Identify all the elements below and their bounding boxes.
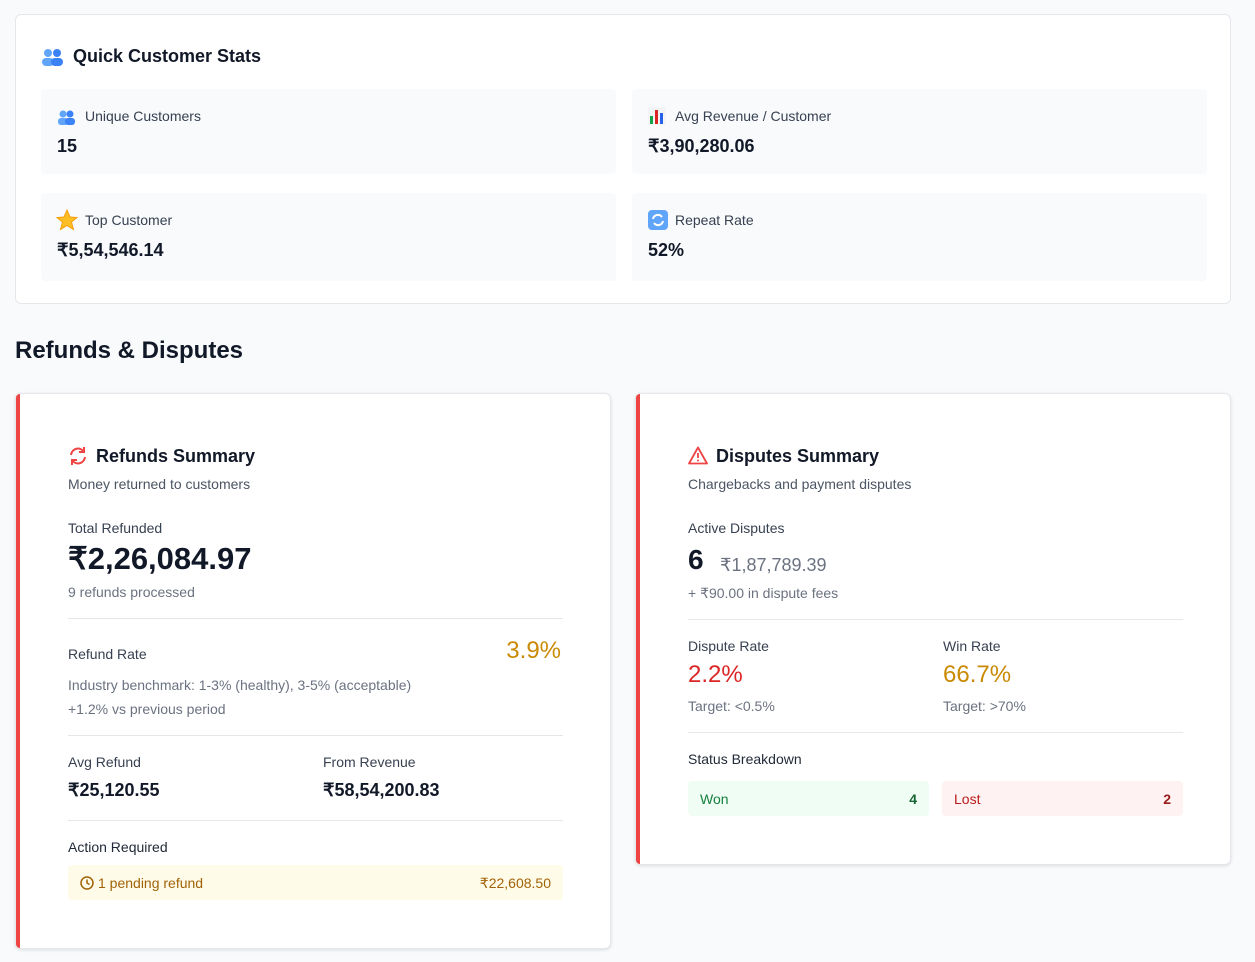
clock-icon	[80, 876, 94, 890]
status-count: 4	[909, 791, 917, 807]
metric-value: 2.2%	[688, 661, 743, 688]
stat-value: ₹5,54,546.14	[57, 240, 164, 260]
status-label: Lost	[954, 791, 981, 807]
metric-label: Refund Rate	[68, 646, 147, 662]
target-note: Target: >70%	[943, 698, 1026, 714]
metric-label: Win Rate	[943, 638, 1001, 654]
stat-tile: Repeat Rate 52%	[632, 193, 1207, 281]
card-title: Disputes Summary	[716, 446, 880, 466]
stat-tile: Top Customer ₹5,54,546.14	[41, 193, 616, 281]
metric-value: 66.7%	[943, 661, 1012, 688]
repeat-icon	[648, 210, 668, 230]
metric-label: Total Refunded	[68, 520, 163, 536]
status-won: Won 4	[688, 781, 929, 816]
stat-label: Top Customer	[85, 212, 173, 228]
metric-label: Status Breakdown	[688, 751, 802, 767]
stat-label: Avg Revenue / Customer	[675, 108, 832, 124]
accent-bar	[636, 394, 640, 864]
stats-card: Quick Customer Stats Unique Customers 15…	[15, 14, 1231, 304]
divider	[688, 732, 1183, 733]
target-note: Target: <0.5%	[688, 698, 775, 714]
divider	[68, 820, 563, 821]
status-lost: Lost 2	[942, 781, 1183, 816]
stat-value: 15	[57, 136, 78, 156]
metric-note: 9 refunds processed	[68, 584, 195, 600]
stat-tile: Avg Revenue / Customer ₹3,90,280.06	[632, 89, 1207, 174]
dispute-amount: ₹1,87,789.39	[720, 555, 827, 575]
pending-box: 1 pending refund ₹22,608.50	[68, 865, 563, 900]
people-icon	[58, 110, 75, 125]
warning-icon	[688, 446, 708, 465]
metric-label: Active Disputes	[688, 520, 785, 536]
divider	[68, 735, 563, 736]
star-icon	[56, 209, 78, 231]
card-subtitle: Money returned to customers	[68, 476, 251, 492]
stat-tile: Unique Customers 15	[41, 89, 616, 174]
change-note: +1.2% vs previous period	[68, 701, 226, 717]
pending-text: 1 pending refund	[98, 875, 204, 891]
disputes-card: Disputes Summary Chargebacks and payment…	[635, 393, 1231, 865]
metric-value: ₹25,120.55	[68, 780, 160, 800]
chart-icon	[648, 107, 666, 125]
status-label: Won	[700, 791, 729, 807]
metric-label: Avg Refund	[68, 754, 141, 770]
accent-bar	[16, 394, 20, 948]
benchmark-note: Industry benchmark: 1-3% (healthy), 3-5%…	[68, 677, 412, 693]
card-title: Refunds Summary	[96, 446, 256, 466]
metric-value: ₹58,54,200.83	[323, 780, 440, 800]
card-title: Quick Customer Stats	[73, 46, 262, 66]
refunds-card: Refunds Summary Money returned to custom…	[15, 393, 611, 949]
refresh-icon	[70, 447, 86, 465]
metric-label: From Revenue	[323, 754, 416, 770]
fee-note: + ₹90.00 in dispute fees	[688, 585, 839, 601]
metric-label: Dispute Rate	[688, 638, 769, 654]
metric-value: 3.9%	[506, 637, 561, 664]
metric-label: Action Required	[68, 839, 168, 855]
people-icon	[42, 49, 63, 66]
stat-label: Unique Customers	[85, 108, 201, 124]
pending-amount: ₹22,608.50	[479, 875, 551, 891]
stat-value: 52%	[648, 240, 685, 260]
metric-value: 6	[688, 544, 704, 575]
status-count: 2	[1163, 791, 1171, 807]
divider	[68, 618, 563, 619]
stat-value: ₹3,90,280.06	[648, 136, 755, 156]
card-subtitle: Chargebacks and payment disputes	[688, 476, 912, 492]
section-title: Refunds & Disputes	[15, 337, 244, 364]
divider	[688, 619, 1183, 620]
stat-label: Repeat Rate	[675, 212, 754, 228]
metric-value: ₹2,26,084.97	[68, 541, 252, 576]
